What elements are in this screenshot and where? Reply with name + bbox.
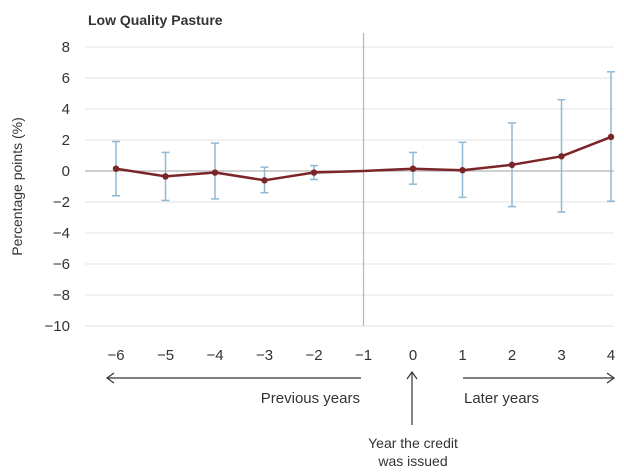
y-tick-label: −6 — [53, 256, 70, 273]
x-tick-label: 1 — [458, 347, 466, 364]
data-point — [162, 173, 169, 180]
y-tick-label: 4 — [62, 101, 70, 118]
data-point — [310, 169, 318, 176]
y-tick-label: −2 — [53, 194, 70, 211]
arrow-head — [105, 372, 115, 384]
y-tick-label: 2 — [62, 132, 70, 149]
data-point — [409, 165, 417, 172]
y-axis-label: Percentage points (%) — [9, 117, 25, 256]
data-point — [112, 165, 120, 172]
y-tick-label: −10 — [45, 318, 70, 335]
x-tick-label: −4 — [206, 347, 223, 364]
x-tick-label: −1 — [355, 347, 372, 364]
y-tick-label: −4 — [53, 225, 70, 242]
x-tick-label: 3 — [557, 347, 565, 364]
arrow-head — [606, 372, 616, 384]
data-point — [508, 161, 516, 168]
data-point — [607, 133, 615, 141]
chart-title: Low Quality Pasture — [88, 12, 223, 28]
data-point — [558, 153, 565, 160]
x-tick-label: 2 — [508, 347, 516, 364]
credit-issued-label-line2: was issued — [377, 453, 447, 469]
data-point — [261, 177, 268, 184]
credit-issued-label-line1: Year the credit — [368, 435, 458, 451]
y-tick-label: 0 — [62, 163, 70, 180]
x-tick-label: −6 — [107, 347, 124, 364]
data-point — [211, 169, 219, 176]
series-line — [115, 135, 612, 182]
later-years-label: Later years — [464, 390, 539, 407]
y-tick-label: −8 — [53, 287, 70, 304]
data-point — [459, 167, 466, 174]
x-tick-label: −3 — [256, 347, 273, 364]
x-tick-label: −5 — [157, 347, 174, 364]
y-tick-label: 6 — [62, 70, 70, 87]
x-tick-label: 4 — [607, 347, 615, 364]
arrow-head — [406, 370, 418, 380]
previous-years-label: Previous years — [261, 390, 360, 407]
x-tick-label: 0 — [409, 347, 417, 364]
y-tick-label: 8 — [62, 39, 70, 56]
x-tick-label: −2 — [305, 347, 322, 364]
